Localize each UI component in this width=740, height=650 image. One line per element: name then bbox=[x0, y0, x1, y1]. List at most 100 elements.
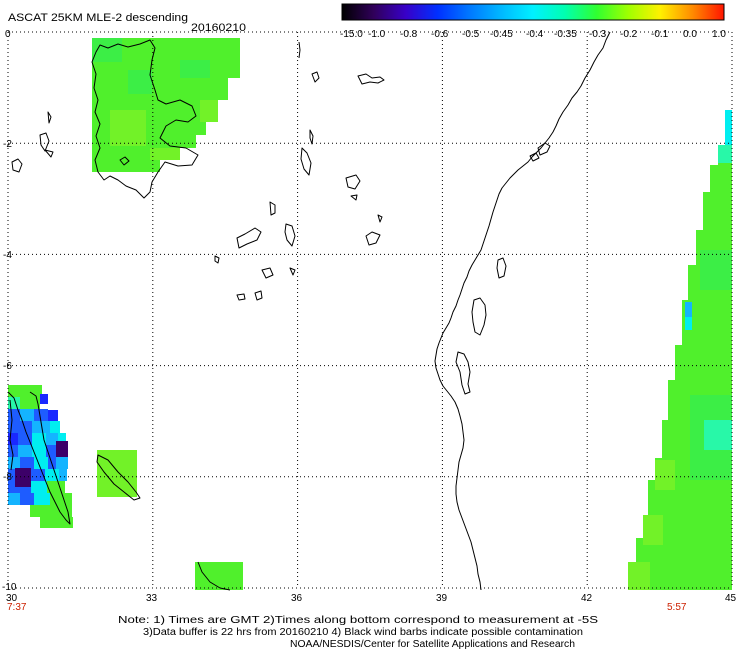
longitude-labels: 30 33 36 39 42 45 bbox=[6, 593, 737, 604]
lon-tick-label: 39 bbox=[436, 593, 448, 604]
data-cell bbox=[20, 493, 34, 505]
data-cell bbox=[128, 70, 152, 94]
data-cell bbox=[725, 110, 732, 145]
data-cell bbox=[32, 445, 46, 457]
lake-outline bbox=[44, 149, 54, 158]
data-cell bbox=[45, 469, 59, 481]
lake-tanganyika-outline bbox=[7, 391, 71, 525]
colorbar-label: -0.45 bbox=[490, 29, 513, 40]
colorbar-label: -0.5 bbox=[462, 29, 480, 40]
lon-tick-label: 30 bbox=[6, 593, 18, 604]
patch-lake-victoria bbox=[92, 38, 240, 172]
lat-tick-label: -6 bbox=[3, 361, 12, 372]
data-cell bbox=[8, 493, 20, 505]
colorbar-label: -0.35 bbox=[554, 29, 577, 40]
data-cell bbox=[34, 493, 50, 505]
data-cell bbox=[8, 433, 18, 445]
colorbar-label: -15.0 bbox=[340, 29, 363, 40]
island-outline bbox=[471, 297, 487, 336]
data-cell bbox=[31, 481, 47, 493]
data-cell bbox=[56, 441, 68, 457]
data-cell bbox=[56, 457, 68, 469]
lake-outline bbox=[289, 267, 296, 276]
lake-eyasi-outline bbox=[236, 227, 262, 249]
colorbar-label: 1.0 bbox=[712, 29, 726, 40]
data-cell bbox=[718, 145, 732, 163]
lake-outline bbox=[311, 71, 320, 83]
data-cell bbox=[18, 433, 32, 445]
lake-outline bbox=[298, 41, 301, 59]
lake-outline bbox=[309, 129, 314, 145]
data-cell bbox=[40, 517, 73, 528]
data-cell bbox=[20, 457, 34, 469]
data-cell bbox=[8, 469, 16, 493]
graticule bbox=[7, 31, 733, 589]
island-outline bbox=[537, 142, 551, 156]
colorbar-label: -0.3 bbox=[589, 29, 607, 40]
lake-outline bbox=[377, 214, 383, 223]
data-cell bbox=[15, 487, 31, 493]
data-cell bbox=[58, 433, 66, 441]
lake-outline bbox=[365, 231, 381, 246]
data-cell bbox=[92, 38, 122, 62]
data-cell bbox=[46, 445, 56, 457]
patch-lake-tanganyika bbox=[8, 385, 73, 528]
data-cell bbox=[110, 110, 146, 146]
colorbar-legend: -15.0 -1.0 -0.8 -0.6 -0.5 -0.45 -0.4 -0.… bbox=[340, 3, 726, 40]
data-cell bbox=[32, 433, 46, 445]
wind-data-patches bbox=[8, 38, 732, 590]
data-cell bbox=[8, 385, 42, 397]
lake-outline bbox=[11, 158, 23, 173]
lon-tick-label: 36 bbox=[291, 593, 303, 604]
data-cell bbox=[8, 457, 20, 469]
credit-line: NOAA/NESDIS/Center for Satellite Applica… bbox=[290, 639, 575, 650]
island-outline bbox=[455, 351, 471, 395]
colorbar-label: -0.4 bbox=[526, 29, 544, 40]
colorbar-label: -0.6 bbox=[431, 29, 449, 40]
data-cell bbox=[8, 445, 18, 457]
data-cell bbox=[50, 421, 60, 433]
lat-tick-label: -2 bbox=[3, 139, 12, 150]
island-outline bbox=[119, 156, 130, 166]
data-cell bbox=[180, 60, 210, 78]
lake-outline bbox=[236, 293, 246, 301]
note-line: 3)Data buffer is 22 hrs from 20160210 4)… bbox=[143, 627, 583, 638]
lake-outline bbox=[269, 201, 276, 216]
colorbar-label: 0.0 bbox=[683, 29, 697, 40]
lake-outline bbox=[261, 267, 274, 279]
island-outline bbox=[496, 257, 507, 279]
data-cell bbox=[200, 100, 218, 122]
data-cell bbox=[30, 505, 72, 517]
data-cell bbox=[46, 433, 58, 445]
data-cell bbox=[20, 397, 40, 409]
lat-tick-label: -4 bbox=[3, 250, 12, 261]
patch-lake-malawi bbox=[195, 562, 243, 590]
geography-outlines bbox=[7, 31, 611, 591]
lake-outline bbox=[214, 255, 220, 264]
pass-time-left: 7:37 bbox=[7, 602, 27, 613]
border-line bbox=[9, 399, 14, 471]
patch-ocean-swath bbox=[628, 110, 732, 590]
data-cell bbox=[655, 460, 675, 490]
lake-rukwa-outline bbox=[96, 454, 141, 501]
lon-tick-label: 42 bbox=[581, 593, 593, 604]
data-cell bbox=[15, 468, 31, 487]
colorbar-label: -1.0 bbox=[368, 29, 386, 40]
data-cell bbox=[685, 317, 692, 330]
data-cell bbox=[643, 515, 663, 545]
colorbar-label: -0.8 bbox=[400, 29, 418, 40]
lat-tick-label: -10 bbox=[2, 582, 17, 593]
data-cell bbox=[628, 562, 650, 590]
colorbar-label: -0.2 bbox=[620, 29, 638, 40]
note-line: Note: 1) Times are GMT 2)Times along bot… bbox=[118, 615, 598, 626]
lake-outline bbox=[254, 290, 263, 301]
data-cell bbox=[8, 421, 32, 433]
lake-outline bbox=[357, 73, 385, 85]
data-cell bbox=[18, 445, 32, 457]
data-cell bbox=[150, 148, 180, 160]
data-cell bbox=[20, 409, 34, 421]
lat-tick-label: 0 bbox=[5, 29, 11, 40]
lake-outline bbox=[47, 111, 52, 124]
data-cell bbox=[48, 410, 58, 422]
